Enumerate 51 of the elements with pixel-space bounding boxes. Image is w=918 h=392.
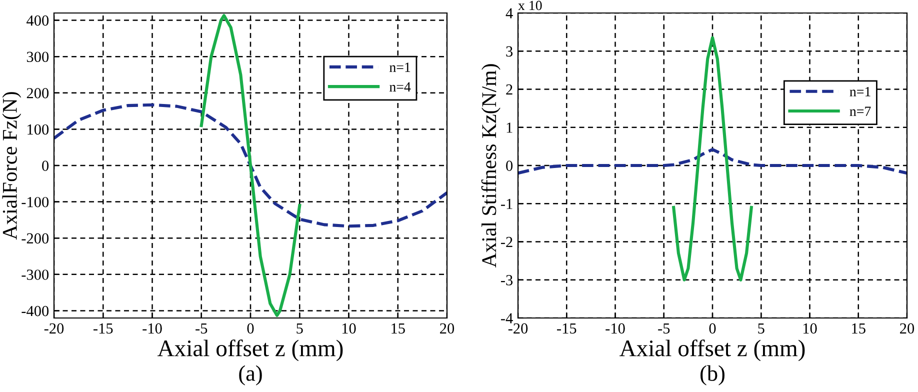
legend-label: n=1: [850, 87, 870, 96]
y-tick-label: 3: [506, 46, 513, 57]
y-tick-label: 100: [28, 124, 49, 135]
y-tick-label: 200: [26, 88, 49, 98]
y-axis-title: Axial Stiffness Kz(N/m): [481, 64, 500, 268]
text: x 10: [518, 0, 542, 10]
x-tick-label: 10: [342, 323, 356, 334]
x-tick-label: -10: [142, 323, 162, 334]
line-series: [518, 148, 907, 175]
x-tick-label: 0: [247, 323, 254, 334]
y-tick-label: -4: [500, 313, 513, 324]
y-tick-label: 0: [42, 160, 49, 171]
y-tick-label: -200: [22, 233, 49, 244]
y-tick-label: 1: [506, 122, 512, 133]
y-tick-label: 4: [506, 8, 513, 18]
x-tick-label: -20: [44, 323, 64, 334]
y-tick-label: -2: [500, 236, 512, 248]
y-tick-label: -1: [500, 198, 512, 209]
y-tick-label: -100: [22, 196, 49, 208]
y-tick-label: 2: [506, 84, 512, 95]
x-tick-label: 20: [440, 323, 454, 334]
y-tick-label: 300: [26, 52, 49, 62]
legend-label: n=1: [390, 62, 410, 72]
line-series: [672, 36, 753, 282]
y-axis-title: AxialForce Fz(N): [2, 92, 22, 240]
y-tick-label: -3: [500, 275, 513, 286]
x-axis-title: Axial offset z (mm): [620, 339, 805, 362]
x-tick-label: 15: [852, 323, 866, 334]
x-tick-label: 0: [709, 323, 716, 334]
line-series: [200, 14, 302, 317]
text: (b): [700, 365, 724, 386]
x-tick-label: -5: [658, 323, 670, 334]
x-tick-label: -10: [606, 323, 625, 334]
x-tick-label: -15: [557, 323, 576, 334]
x-axis-title: Axial offset z (mm): [158, 339, 343, 362]
x-tick-label: 5: [758, 323, 764, 334]
x-tick-label: -20: [508, 323, 528, 334]
legend-label: n=7: [850, 106, 871, 116]
y-tick-label: 0: [506, 160, 513, 171]
x-tick-label: 15: [392, 323, 405, 334]
text: (a): [239, 365, 262, 386]
y-tick-label: 400: [26, 15, 49, 26]
line-series: [54, 103, 447, 228]
y-tick-label: -300: [22, 270, 49, 280]
x-tick-label: 20: [900, 323, 914, 334]
y-tick-label: -400: [22, 306, 49, 316]
x-tick-label: 5: [296, 323, 303, 334]
x-tick-label: -15: [94, 323, 113, 334]
x-tick-label: -5: [196, 323, 208, 334]
x-tick-label: 10: [803, 323, 817, 334]
legend-label: n=4: [390, 82, 411, 92]
